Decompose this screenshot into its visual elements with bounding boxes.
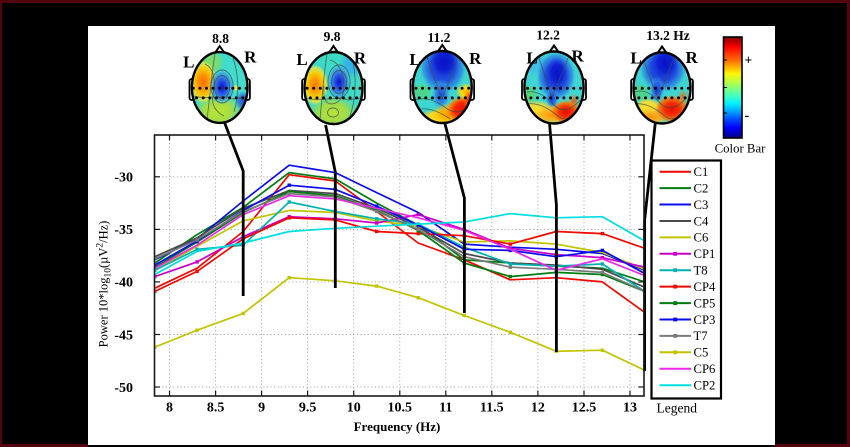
svg-text:11.2: 11.2 (428, 30, 451, 45)
svg-text:L: L (630, 49, 641, 68)
svg-text:13: 13 (623, 401, 637, 416)
svg-text:8.5: 8.5 (207, 401, 225, 416)
svg-text:L: L (183, 53, 194, 72)
svg-text:11.5: 11.5 (480, 401, 504, 416)
svg-text:Frequency (Hz): Frequency (Hz) (354, 419, 441, 434)
svg-text:10.5: 10.5 (388, 401, 413, 416)
svg-text:12.2: 12.2 (536, 28, 560, 43)
svg-text:R: R (469, 49, 482, 68)
svg-text:C1: C1 (694, 165, 709, 179)
svg-text:CP4: CP4 (694, 280, 717, 294)
svg-text:C3: C3 (694, 198, 709, 212)
svg-text:C5: C5 (694, 346, 709, 360)
svg-text:-30: -30 (114, 171, 133, 186)
svg-text:Legend: Legend (657, 401, 698, 416)
svg-text:CP3: CP3 (694, 313, 716, 327)
svg-text:CP1: CP1 (694, 247, 716, 261)
svg-text:CP6: CP6 (694, 362, 716, 376)
svg-text:C2: C2 (694, 181, 709, 195)
svg-text:T7: T7 (694, 329, 708, 343)
svg-text:L: L (526, 49, 537, 68)
svg-text:R: R (685, 48, 698, 67)
svg-text:+: + (745, 53, 753, 68)
svg-text:11: 11 (439, 401, 452, 416)
svg-text:9: 9 (258, 401, 265, 416)
svg-text:L: L (409, 50, 420, 69)
svg-text:9.5: 9.5 (299, 401, 317, 416)
svg-text:12.5: 12.5 (572, 401, 597, 416)
svg-text:8: 8 (166, 401, 173, 416)
svg-text:-35: -35 (114, 223, 133, 238)
svg-text:12: 12 (531, 401, 545, 416)
svg-text:R: R (354, 49, 367, 68)
svg-text:-50: -50 (114, 381, 133, 396)
svg-text:C6: C6 (694, 231, 709, 245)
svg-text:Color Bar: Color Bar (715, 142, 767, 156)
svg-text:T8: T8 (694, 264, 708, 278)
svg-text:13.2 Hz: 13.2 Hz (646, 28, 690, 43)
svg-text:-40: -40 (114, 276, 133, 291)
svg-text:Power 10*log10(µV2/Hz): Power 10*log10(µV2/Hz) (96, 221, 114, 348)
svg-text:R: R (571, 47, 584, 66)
svg-text:R: R (244, 48, 257, 67)
svg-text:C4: C4 (694, 214, 709, 228)
svg-text:L: L (296, 50, 307, 69)
svg-text:10: 10 (347, 401, 361, 416)
svg-text:-: - (745, 109, 750, 124)
svg-text:9.8: 9.8 (324, 29, 341, 44)
svg-text:-45: -45 (114, 328, 133, 343)
svg-text:CP5: CP5 (694, 296, 716, 310)
svg-text:8.8: 8.8 (212, 31, 229, 46)
svg-text:CP2: CP2 (694, 379, 716, 393)
